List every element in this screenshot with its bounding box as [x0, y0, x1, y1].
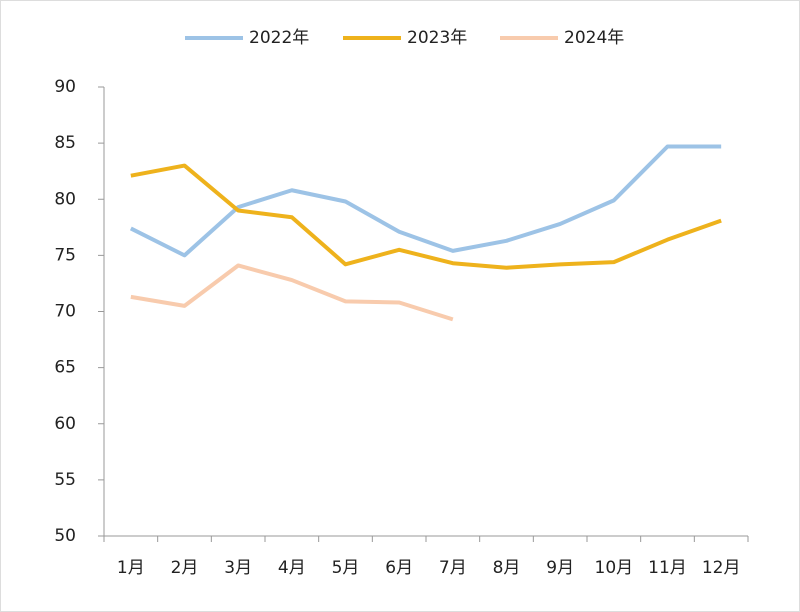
y-tick-label: 60 [54, 414, 76, 434]
y-tick-label: 90 [54, 77, 76, 97]
series-line [130, 163, 722, 270]
y-tick-label: 55 [54, 470, 76, 490]
y-tick-label: 50 [54, 526, 76, 546]
x-tick-label: 11月 [648, 558, 687, 578]
x-tick-label: 10月 [595, 558, 634, 578]
y-tick-label: 65 [54, 358, 76, 378]
x-tick-label: 6月 [385, 558, 413, 578]
y-tick-label: 85 [54, 133, 76, 153]
y-tick-label: 80 [54, 189, 76, 209]
x-tick-label: 3月 [224, 558, 252, 578]
y-tick-label: 75 [54, 245, 76, 265]
x-tick-label: 4月 [278, 558, 306, 578]
x-tick-label: 5月 [332, 558, 360, 578]
series-line [129, 144, 722, 258]
series-line [130, 263, 454, 322]
x-tick-label: 1月 [117, 558, 145, 578]
x-tick-label: 12月 [702, 558, 741, 578]
x-tick-label: 2月 [171, 558, 199, 578]
x-tick-label: 7月 [439, 558, 467, 578]
legend-label: 2023年 [407, 28, 467, 48]
legend-label: 2024年 [564, 28, 624, 48]
legend-label: 2022年 [249, 28, 309, 48]
y-tick-label: 70 [54, 302, 76, 322]
x-tick-label: 9月 [546, 558, 574, 578]
x-tick-label: 8月 [493, 558, 521, 578]
